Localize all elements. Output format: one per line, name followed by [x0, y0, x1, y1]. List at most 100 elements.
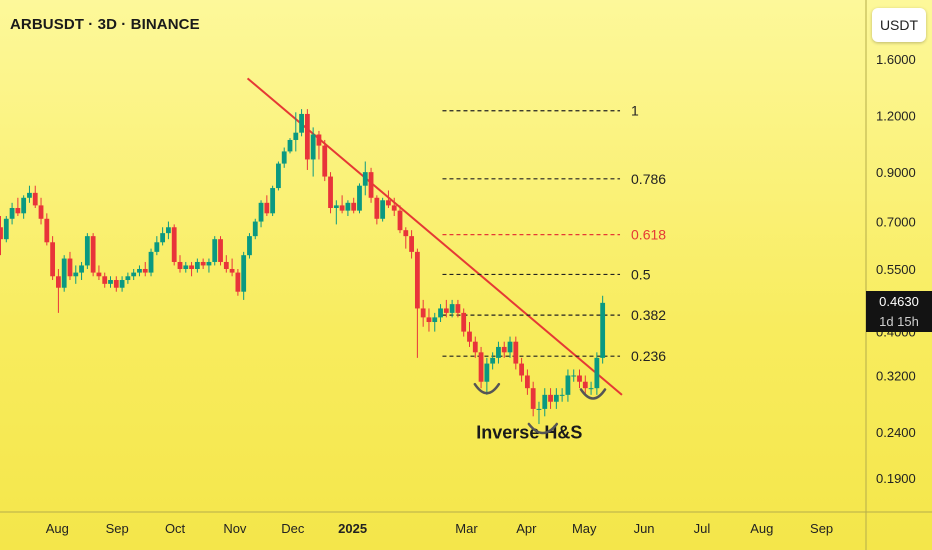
candle[interactable] — [472, 336, 478, 358]
candle[interactable] — [559, 388, 565, 402]
candle[interactable] — [542, 388, 548, 417]
candle[interactable] — [449, 299, 455, 318]
candle[interactable] — [582, 375, 588, 395]
candle[interactable] — [67, 251, 73, 281]
candle[interactable] — [108, 276, 113, 288]
candle[interactable] — [426, 308, 432, 332]
candle[interactable] — [247, 233, 252, 259]
candle[interactable] — [32, 185, 38, 208]
candle[interactable] — [530, 381, 536, 417]
candle[interactable] — [223, 255, 229, 273]
candle[interactable] — [276, 161, 281, 191]
candle[interactable] — [357, 183, 362, 214]
candle[interactable] — [200, 258, 206, 269]
candle[interactable] — [322, 139, 328, 182]
candle[interactable] — [548, 388, 553, 409]
candle[interactable] — [351, 197, 357, 214]
candle[interactable] — [577, 369, 582, 389]
candle[interactable] — [264, 195, 270, 217]
candle[interactable] — [252, 218, 258, 240]
candle[interactable] — [299, 109, 304, 137]
candle[interactable] — [386, 190, 391, 208]
candle[interactable] — [229, 258, 235, 277]
candle[interactable] — [183, 261, 189, 273]
candle[interactable] — [588, 381, 594, 395]
candle[interactable] — [513, 336, 519, 370]
candle[interactable] — [15, 197, 21, 217]
candle[interactable] — [414, 248, 420, 358]
candle[interactable] — [438, 304, 443, 323]
descending-trendline[interactable] — [246, 77, 623, 396]
candle[interactable] — [501, 341, 507, 358]
candle[interactable] — [56, 268, 61, 313]
candle[interactable] — [0, 216, 3, 256]
candle[interactable] — [177, 255, 183, 273]
candle[interactable] — [461, 308, 467, 337]
candle[interactable] — [467, 322, 472, 347]
candle[interactable] — [553, 388, 559, 409]
candle[interactable] — [44, 213, 50, 246]
candle[interactable] — [293, 112, 299, 152]
currency-selector-button[interactable]: USDT — [872, 8, 926, 42]
candle[interactable] — [79, 261, 84, 281]
candle[interactable] — [484, 357, 490, 395]
candle[interactable] — [154, 236, 160, 256]
candle[interactable] — [270, 185, 276, 217]
candle[interactable] — [102, 272, 108, 288]
candle[interactable] — [21, 195, 27, 219]
candle[interactable] — [432, 312, 438, 332]
candle[interactable] — [524, 369, 530, 395]
candle[interactable] — [50, 236, 56, 281]
candle[interactable] — [391, 197, 397, 217]
candle[interactable] — [536, 401, 542, 425]
candle[interactable] — [328, 172, 333, 214]
candle[interactable] — [27, 185, 32, 203]
candle[interactable] — [212, 236, 218, 266]
candle[interactable] — [113, 276, 119, 292]
candle[interactable] — [206, 258, 212, 273]
candle[interactable] — [409, 230, 414, 259]
candle[interactable] — [287, 138, 293, 154]
candle[interactable] — [218, 236, 223, 266]
candle[interactable] — [125, 272, 131, 284]
candle[interactable] — [9, 202, 15, 225]
candle[interactable] — [397, 205, 403, 234]
candle[interactable] — [304, 109, 310, 170]
candle[interactable] — [333, 200, 339, 225]
candle[interactable] — [339, 195, 345, 214]
candle[interactable] — [519, 357, 524, 382]
candle[interactable] — [316, 130, 322, 160]
candle[interactable] — [160, 227, 166, 246]
candle[interactable] — [478, 346, 484, 389]
candle[interactable] — [235, 268, 241, 296]
candle[interactable] — [258, 200, 264, 228]
candle[interactable] — [368, 167, 374, 203]
candle[interactable] — [189, 261, 194, 277]
candle[interactable] — [84, 233, 90, 269]
candle[interactable] — [194, 258, 200, 273]
candle[interactable] — [443, 299, 449, 318]
candle[interactable] — [565, 369, 571, 402]
candle[interactable] — [600, 295, 606, 364]
candle[interactable] — [61, 255, 67, 292]
candle[interactable] — [137, 265, 142, 277]
candle[interactable] — [241, 251, 247, 300]
candle[interactable] — [380, 197, 386, 222]
candle[interactable] — [310, 127, 316, 177]
candle[interactable] — [96, 265, 102, 281]
candle[interactable] — [345, 200, 351, 217]
candle[interactable] — [148, 248, 154, 277]
candle[interactable] — [594, 352, 600, 395]
candle[interactable] — [166, 221, 171, 240]
candle[interactable] — [119, 276, 125, 292]
candle[interactable] — [142, 261, 148, 277]
candle[interactable] — [171, 224, 177, 266]
candle[interactable] — [507, 336, 513, 358]
candle[interactable] — [420, 299, 426, 327]
candle[interactable] — [374, 195, 380, 225]
candle[interactable] — [131, 268, 137, 281]
candle[interactable] — [496, 341, 501, 364]
candle[interactable] — [362, 161, 368, 196]
candle[interactable] — [90, 233, 96, 277]
